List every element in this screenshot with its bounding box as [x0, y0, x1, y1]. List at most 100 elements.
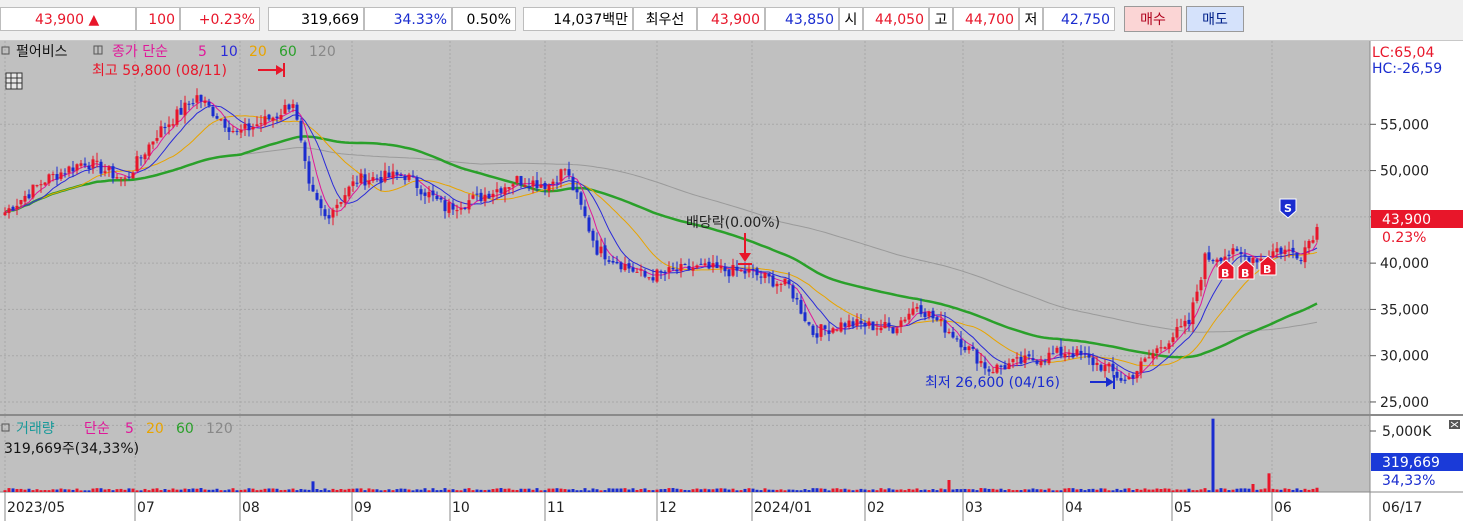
candle-body	[1003, 365, 1007, 370]
volume-bar	[3, 490, 7, 492]
volume-bar	[1171, 490, 1175, 492]
volume-bar	[959, 489, 963, 492]
volume-bar	[819, 488, 823, 492]
candle-body	[1015, 357, 1019, 359]
svg-text:B: B	[1221, 267, 1229, 280]
volume-bar	[331, 488, 335, 492]
candle-body	[1151, 353, 1155, 359]
volume-bar	[1099, 488, 1103, 492]
volume-bar	[571, 489, 575, 492]
candle-body	[643, 271, 647, 277]
stock-chart[interactable]: 55,00050,00045,00040,00035,00030,00025,0…	[0, 41, 1463, 521]
candle-body	[503, 187, 507, 195]
candle-body	[819, 324, 823, 337]
candle-body	[1063, 353, 1067, 358]
current-volume-tag-text: 319,669	[1382, 455, 1440, 471]
volume-bar	[795, 490, 799, 492]
grid-table-icon[interactable]	[5, 72, 23, 90]
candle-body	[1143, 358, 1147, 362]
volume-bar	[279, 490, 283, 492]
volume-bar	[503, 488, 507, 492]
hc-label: HC:-26,59	[1372, 61, 1442, 77]
candle-body	[43, 182, 47, 185]
candle-body	[919, 305, 923, 315]
candle-body	[607, 260, 611, 262]
candle-body	[671, 268, 675, 270]
candle-body	[1311, 240, 1315, 243]
candle-body	[1303, 247, 1307, 263]
candle-body	[127, 176, 131, 178]
volume-bar	[395, 489, 399, 492]
candle-body	[7, 208, 11, 214]
volume-bar	[815, 488, 819, 492]
volume-bar	[19, 488, 23, 492]
candle-body	[755, 268, 759, 276]
candle-body	[239, 129, 243, 133]
panel-toggle-icon[interactable]	[1, 46, 10, 55]
volume-bar	[403, 488, 407, 492]
date-axis-label: 07	[137, 500, 155, 516]
candle-body	[1315, 227, 1319, 240]
sell-signal-icon: S	[1279, 198, 1297, 219]
candle-body	[1059, 346, 1063, 356]
volume-bar	[623, 488, 627, 492]
volume-bar	[183, 488, 187, 492]
volume-bar	[1187, 488, 1191, 492]
candle-body	[623, 264, 627, 271]
close-icon[interactable]	[1449, 420, 1460, 429]
candle-body	[63, 173, 67, 175]
volume-bar	[83, 490, 87, 492]
volume-bar	[455, 490, 459, 492]
volume-bar	[935, 490, 939, 492]
volume-bar	[651, 490, 655, 492]
candle-body	[971, 346, 975, 349]
volume-bar	[59, 488, 63, 492]
candle-body	[731, 264, 735, 276]
candle-body	[523, 185, 527, 187]
volume-bar	[1287, 488, 1291, 492]
volume-bar	[1231, 489, 1235, 492]
candle-body	[1291, 247, 1295, 253]
volume-bar	[1039, 489, 1043, 492]
current-volume-tag	[1371, 453, 1463, 471]
candle-body	[383, 170, 387, 182]
candle-body	[707, 261, 711, 269]
volume-bar	[411, 490, 415, 492]
volume-bar	[955, 489, 959, 492]
candle-body	[83, 163, 87, 166]
ma-period-120: 120	[309, 44, 336, 60]
candle-body	[815, 333, 819, 338]
candle-body	[931, 310, 935, 319]
volume-bar	[379, 490, 383, 492]
candle-body	[479, 192, 483, 202]
candle-body	[1179, 326, 1183, 328]
buy-signal-icon: B	[1217, 259, 1235, 280]
volume-bar	[415, 489, 419, 492]
candle-body	[939, 319, 943, 321]
volume-bar	[559, 488, 563, 492]
candle-body	[263, 116, 267, 125]
candle-body	[1083, 353, 1087, 355]
volume-bar	[275, 488, 279, 492]
candle-body	[563, 169, 567, 171]
volume-bar	[103, 489, 107, 492]
volume-bar	[407, 489, 411, 492]
candle-body	[603, 245, 607, 260]
candle-body	[91, 159, 95, 168]
volume-bar	[359, 488, 363, 492]
candle-body	[827, 330, 831, 334]
candle-body	[347, 186, 351, 197]
candle-body	[11, 206, 15, 211]
volume-bar	[199, 488, 203, 492]
volume-bar	[539, 490, 543, 492]
buy-button[interactable]: 매수	[1124, 6, 1182, 32]
panel-toggle-icon[interactable]	[1, 423, 10, 432]
price-axis-tick: 40,000	[1380, 256, 1429, 272]
volume-bar	[87, 490, 91, 492]
volume-bar	[903, 490, 907, 492]
candle-body	[663, 271, 667, 274]
settings-icon[interactable]	[93, 45, 103, 55]
sell-button[interactable]: 매도	[1186, 6, 1244, 32]
volume-bar	[111, 490, 115, 492]
volume-bar	[351, 488, 355, 492]
